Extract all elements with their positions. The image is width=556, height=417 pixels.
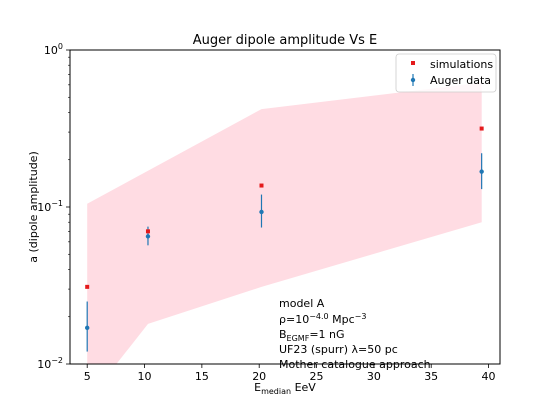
auger-data-point xyxy=(145,234,151,239)
simulation-range-band xyxy=(87,82,482,364)
y-tick-label: 100 xyxy=(44,42,63,57)
y-axis-label: a (dipole amplitude) xyxy=(27,151,40,262)
auger-data-point xyxy=(259,209,264,215)
legend: simulations Auger data xyxy=(395,53,497,93)
simulation-point xyxy=(85,284,90,289)
x-tick-label: 25 xyxy=(310,370,324,383)
annotation-gmf-model: UF23 (spurr) λ=50 pc xyxy=(279,343,398,356)
legend-auger-label: Auger data xyxy=(430,74,491,87)
legend-box xyxy=(395,53,497,93)
simulation-point xyxy=(479,126,484,131)
x-tick-label: 5 xyxy=(84,370,91,383)
x-axis-label: Emedian EeV xyxy=(254,381,316,396)
x-tick-label: 35 xyxy=(424,370,438,383)
auger-data-point xyxy=(479,169,484,174)
legend-simulations-label: simulations xyxy=(430,58,493,71)
chart-title: Auger dipole amplitude Vs E xyxy=(193,33,378,48)
auger-data-point xyxy=(85,325,90,331)
annotation-density: ρ=10−4.0 Mpc−3 xyxy=(279,312,366,326)
x-tick-label: 20 xyxy=(252,370,266,383)
x-tick-label: 40 xyxy=(482,370,496,383)
annotation-model: model A xyxy=(279,297,325,310)
y-tick-label: 10−2 xyxy=(37,356,63,371)
legend-auger-marker xyxy=(410,77,416,83)
model-annotation: model A ρ=10−4.0 Mpc−3 BEGMF=1 nG UF23 (… xyxy=(279,297,431,371)
y-tick-label: 10−1 xyxy=(37,199,63,214)
x-tick-label: 10 xyxy=(138,370,152,383)
simulation-point xyxy=(145,229,150,234)
x-tick-label: 15 xyxy=(195,370,209,383)
annotation-catalogue: Mother catalogue approach xyxy=(279,358,431,371)
legend-simulations-marker xyxy=(411,61,415,65)
simulation-point xyxy=(259,183,264,188)
annotation-field: BEGMF=1 nG xyxy=(279,328,345,343)
x-tick-label: 30 xyxy=(367,370,381,383)
